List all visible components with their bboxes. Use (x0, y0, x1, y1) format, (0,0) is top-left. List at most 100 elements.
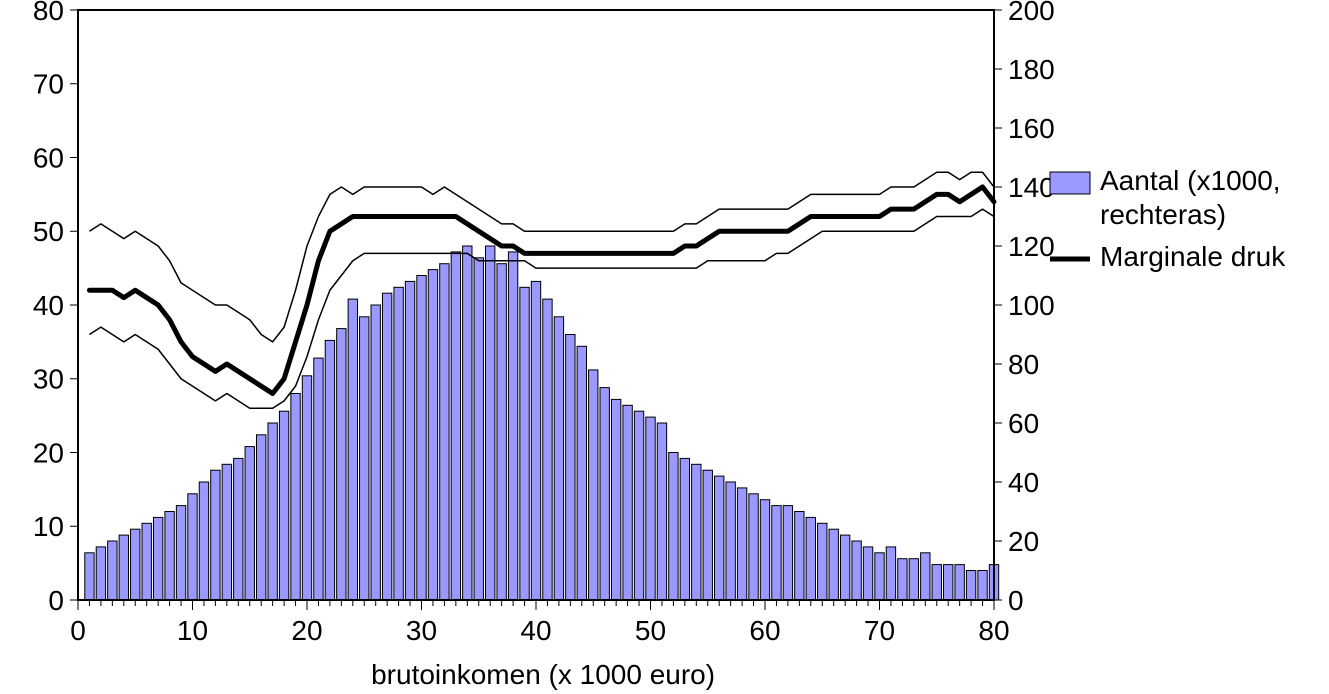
bar (577, 346, 586, 600)
bar (737, 488, 746, 600)
bar (96, 547, 105, 600)
bar (554, 317, 563, 600)
bar (211, 470, 220, 600)
bar (314, 358, 323, 600)
y-right-tick-label: 100 (1008, 290, 1055, 321)
legend-swatch-bar (1050, 172, 1090, 194)
bar (806, 517, 815, 600)
bar (760, 500, 769, 600)
x-tick-label: 60 (749, 615, 780, 646)
bar (611, 399, 620, 600)
x-tick-label: 40 (520, 615, 551, 646)
bar (646, 417, 655, 600)
y-right-tick-label: 0 (1008, 585, 1024, 616)
bar (657, 423, 666, 600)
bar (199, 482, 208, 600)
bar (886, 547, 895, 600)
bar (623, 405, 632, 600)
bar (153, 517, 162, 600)
bar (634, 411, 643, 600)
x-tick-label: 30 (406, 615, 437, 646)
bar (302, 376, 311, 600)
bar (680, 458, 689, 600)
bar (486, 246, 495, 600)
bar (417, 276, 426, 601)
bar (119, 535, 128, 600)
bar (818, 523, 827, 600)
bar (508, 252, 517, 600)
y-left-tick-label: 10 (33, 511, 64, 542)
bar (257, 435, 266, 600)
bar (188, 494, 197, 600)
y-left-tick-label: 0 (48, 585, 64, 616)
bar (909, 559, 918, 600)
y-right-tick-label: 60 (1008, 408, 1039, 439)
chart-container: 0 10 20 30 40 50 60 70 80 brutoinkomen (x 1000 eu… (0, 0, 1329, 694)
bar (978, 571, 987, 601)
bar (852, 541, 861, 600)
y-right-tick-label: 80 (1008, 349, 1039, 380)
y-right-tick-label: 40 (1008, 467, 1039, 498)
bar (440, 264, 449, 600)
bar (955, 565, 964, 600)
bar (543, 299, 552, 600)
bar (520, 287, 529, 600)
bar (566, 335, 575, 601)
bar (279, 411, 288, 600)
bar (451, 252, 460, 600)
bar (749, 494, 758, 600)
bar (291, 394, 300, 601)
bar (142, 523, 151, 600)
bar (337, 329, 346, 600)
bar (531, 281, 540, 600)
x-tick-label: 70 (864, 615, 895, 646)
y-right-tick-label: 200 (1008, 0, 1055, 26)
bar (772, 506, 781, 600)
bar (783, 506, 792, 600)
combo-chart: 0 10 20 30 40 50 60 70 80 brutoinkomen (x 1000 eu… (0, 0, 1329, 694)
bar (428, 270, 437, 600)
bar (165, 512, 174, 601)
x-tick-label: 80 (978, 615, 1009, 646)
bar (932, 565, 941, 600)
bar (268, 423, 277, 600)
y-right-tick-label: 160 (1008, 113, 1055, 144)
y-right-tick-label: 140 (1008, 172, 1055, 203)
bar (371, 305, 380, 600)
bar (863, 547, 872, 600)
bar (829, 529, 838, 600)
y-left-tick-label: 40 (33, 290, 64, 321)
y-right-tick-label: 20 (1008, 526, 1039, 557)
y-right-tick-label: 180 (1008, 54, 1055, 85)
bar (234, 458, 243, 600)
bar (944, 565, 953, 600)
bar (394, 287, 403, 600)
bar (131, 529, 140, 600)
x-tick-label: 10 (177, 615, 208, 646)
bar (382, 293, 391, 600)
x-tick-label: 50 (635, 615, 666, 646)
bar (875, 553, 884, 600)
bar (222, 464, 231, 600)
bar (692, 464, 701, 600)
x-axis-title: brutoinkomen (x 1000 euro) (371, 659, 715, 690)
y-left-tick-label: 50 (33, 216, 64, 247)
bar (108, 541, 117, 600)
y-left-tick-label: 70 (33, 69, 64, 100)
bar (840, 535, 849, 600)
bar (474, 258, 483, 600)
x-tick-label: 0 (70, 615, 86, 646)
y-left-tick-label: 60 (33, 142, 64, 173)
bar (703, 470, 712, 600)
y-left-tick-label: 80 (33, 0, 64, 26)
legend-label: Marginale druk (1100, 241, 1286, 272)
y-left-tick-label: 20 (33, 437, 64, 468)
bar (360, 317, 369, 600)
bar (795, 512, 804, 601)
bar (463, 246, 472, 600)
x-tick-label: 20 (291, 615, 322, 646)
bar (176, 506, 185, 600)
bar (405, 281, 414, 600)
y-right-tick-label: 120 (1008, 231, 1055, 262)
legend-label: Aantal (x1000, (1100, 165, 1281, 196)
